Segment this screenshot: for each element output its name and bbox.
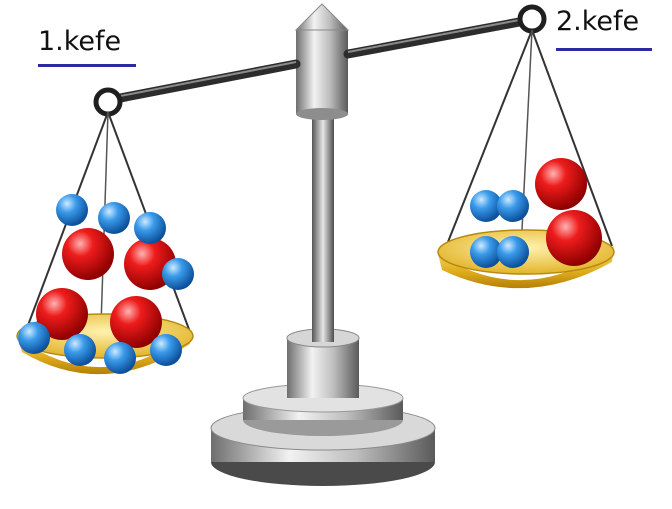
blue-atom [497, 236, 529, 268]
right-pan-atoms [470, 158, 602, 268]
right-pan-label-underline [556, 48, 652, 51]
scale-beam [93, 4, 547, 117]
blue-atom [470, 190, 502, 222]
right-pan-label-text: 2.kefe [556, 6, 640, 37]
left-pan-label-text: 1.kefe [38, 26, 122, 57]
blue-atom [56, 194, 88, 226]
scale-pillar [294, 3, 350, 342]
left-pan-label: 1.kefe [38, 26, 136, 67]
red-atom [535, 158, 587, 210]
left-pan-atoms [18, 194, 194, 374]
right-pan-label: 2.kefe [556, 6, 652, 51]
blue-atom [134, 212, 166, 244]
blue-atom [98, 202, 130, 234]
red-atom [110, 296, 162, 348]
blue-atom [64, 334, 96, 366]
left-pan-label-underline [38, 64, 136, 67]
blue-atom [104, 342, 136, 374]
blue-atom [497, 190, 529, 222]
scale-base [210, 328, 436, 486]
blue-atom [150, 334, 182, 366]
blue-atom [470, 236, 502, 268]
red-atom [62, 228, 114, 280]
blue-atom [18, 322, 50, 354]
blue-atom [162, 258, 194, 290]
right-pivot-ring [517, 4, 547, 34]
red-atom [546, 210, 602, 266]
red-atom [36, 288, 88, 340]
left-pivot-ring [93, 87, 123, 117]
